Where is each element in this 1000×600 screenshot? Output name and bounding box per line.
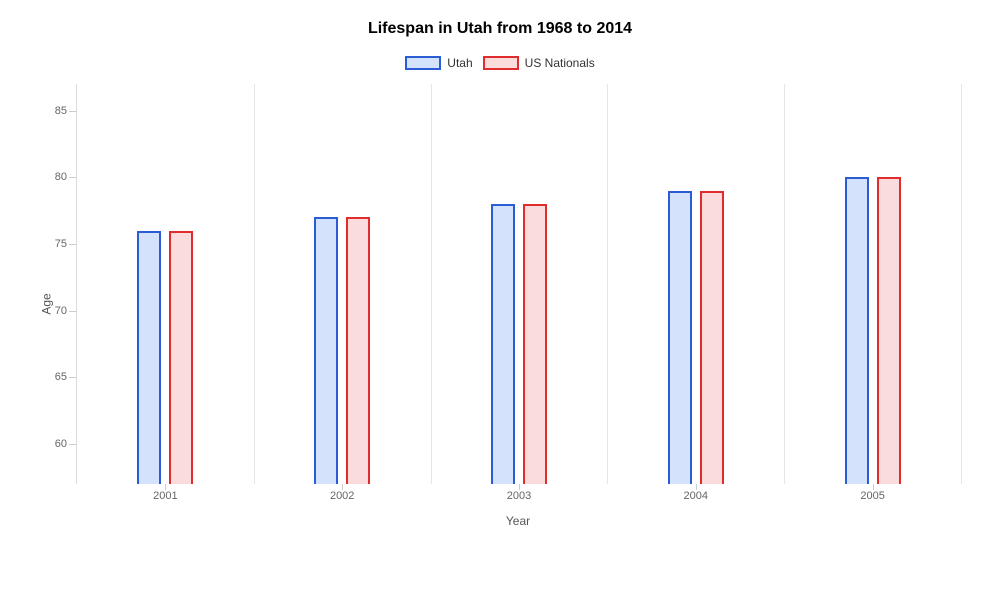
bar-us-nationals-2003 [523,204,547,484]
y-tick-label: 60 [55,438,67,450]
bar-utah-2003 [491,204,515,484]
y-tick-label: 80 [55,171,67,183]
legend-swatch-utah [405,56,441,70]
x-tick-label: 2003 [507,490,531,502]
x-tick-label: 2005 [860,490,884,502]
grid-line [961,84,962,484]
y-tick-label: 65 [55,371,67,383]
y-axis-title: Age [40,293,54,314]
plot-area: Age 60657075808520012002200320042005 Yea… [76,84,960,524]
x-tick-label: 2004 [684,490,708,502]
y-tick [69,444,77,445]
bar-us-nationals-2002 [346,217,370,484]
legend-swatch-us [483,56,519,70]
grid-line [607,84,608,484]
y-tick [69,244,77,245]
plot: 60657075808520012002200320042005 [76,84,960,484]
chart-container: Lifespan in Utah from 1968 to 2014 Utah … [0,0,1000,600]
x-tick-label: 2002 [330,490,354,502]
grid-line [431,84,432,484]
x-axis-title: Year [76,514,960,528]
bar-utah-2004 [668,191,692,484]
grid-line [254,84,255,484]
y-tick-label: 75 [55,238,67,250]
x-tick-label: 2001 [153,490,177,502]
legend-label-us: US Nationals [525,56,595,70]
bar-us-nationals-2005 [877,177,901,484]
y-tick [69,111,77,112]
bar-us-nationals-2001 [169,231,193,484]
bar-utah-2005 [845,177,869,484]
legend-label-utah: Utah [447,56,472,70]
grid-line [784,84,785,484]
legend-item-utah: Utah [405,56,472,70]
y-tick [69,177,77,178]
y-tick-label: 85 [55,105,67,117]
chart-title: Lifespan in Utah from 1968 to 2014 [30,20,970,38]
bar-utah-2002 [314,217,338,484]
y-tick [69,311,77,312]
legend-item-us: US Nationals [483,56,595,70]
y-tick [69,377,77,378]
legend: Utah US Nationals [30,56,970,70]
y-tick-label: 70 [55,305,67,317]
bar-us-nationals-2004 [700,191,724,484]
bar-utah-2001 [137,231,161,484]
